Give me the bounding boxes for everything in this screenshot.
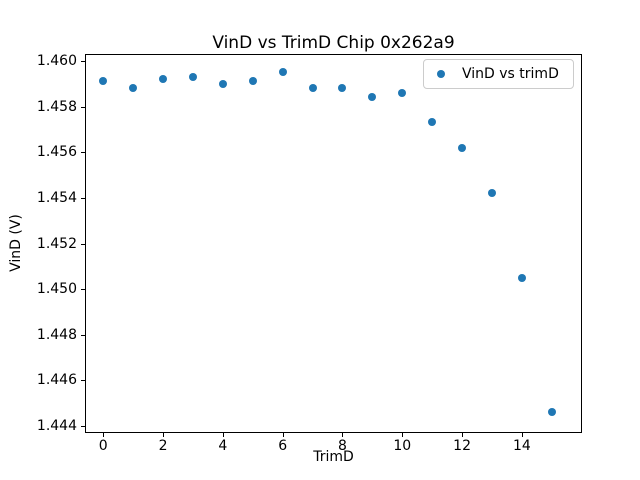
x-tick-label: 6: [278, 438, 288, 454]
scatter-point: [368, 93, 377, 102]
y-tick-label: 1.460: [36, 52, 77, 69]
y-tick-label: 1.448: [36, 326, 77, 343]
y-tick-mark: [81, 197, 85, 199]
plot-area: [85, 54, 582, 433]
x-tick-label: 4: [218, 438, 228, 454]
y-tick-mark: [81, 106, 85, 108]
y-tick-mark: [81, 60, 85, 62]
x-tick-mark: [342, 433, 344, 437]
scatter-point: [308, 84, 317, 93]
y-tick-mark: [81, 426, 85, 428]
chart-title: VinD vs TrimD Chip 0x262a9: [212, 33, 455, 53]
scatter-point: [458, 143, 467, 152]
y-tick-label: 1.452: [36, 235, 77, 252]
x-axis-label: TrimD: [313, 449, 354, 465]
x-tick-label: 10: [393, 438, 412, 454]
scatter-point: [248, 77, 257, 86]
y-tick-label: 1.444: [36, 418, 77, 435]
y-tick-label: 1.454: [36, 189, 77, 206]
x-tick-label: 12: [453, 438, 471, 454]
x-tick-mark: [282, 433, 284, 437]
x-tick-label: 0: [98, 438, 108, 454]
x-tick-mark: [462, 433, 464, 437]
scatter-point: [129, 84, 138, 93]
scatter-point: [547, 408, 556, 417]
scatter-point: [188, 72, 197, 81]
y-tick-label: 1.450: [36, 281, 77, 298]
scatter-point: [159, 75, 168, 84]
x-tick-label: 14: [512, 438, 531, 454]
y-tick-mark: [81, 334, 85, 336]
scatter-point: [338, 84, 347, 93]
legend-marker-icon: [437, 70, 445, 78]
scatter-point: [398, 88, 407, 97]
scatter-point: [428, 118, 437, 127]
x-tick-label: 2: [158, 438, 168, 454]
x-tick-mark: [163, 433, 165, 437]
x-tick-mark: [521, 433, 523, 437]
y-tick-mark: [81, 380, 85, 382]
scatter-point: [487, 189, 496, 198]
scatter-point: [99, 77, 108, 86]
legend-label: VinD vs trimD: [462, 66, 559, 82]
x-tick-mark: [402, 433, 404, 437]
y-tick-mark: [81, 152, 85, 154]
y-tick-mark: [81, 289, 85, 291]
y-tick-label: 1.456: [36, 144, 77, 161]
scatter-point: [517, 273, 526, 282]
y-tick-label: 1.446: [36, 372, 77, 389]
x-tick-label: 8: [338, 438, 347, 454]
y-tick-label: 1.458: [36, 98, 77, 115]
x-tick-mark: [222, 433, 224, 437]
scatter-point: [278, 68, 287, 77]
scatter-point: [218, 79, 227, 88]
legend: VinD vs trimD: [423, 59, 574, 89]
x-tick-mark: [103, 433, 105, 437]
y-tick-mark: [81, 243, 85, 245]
